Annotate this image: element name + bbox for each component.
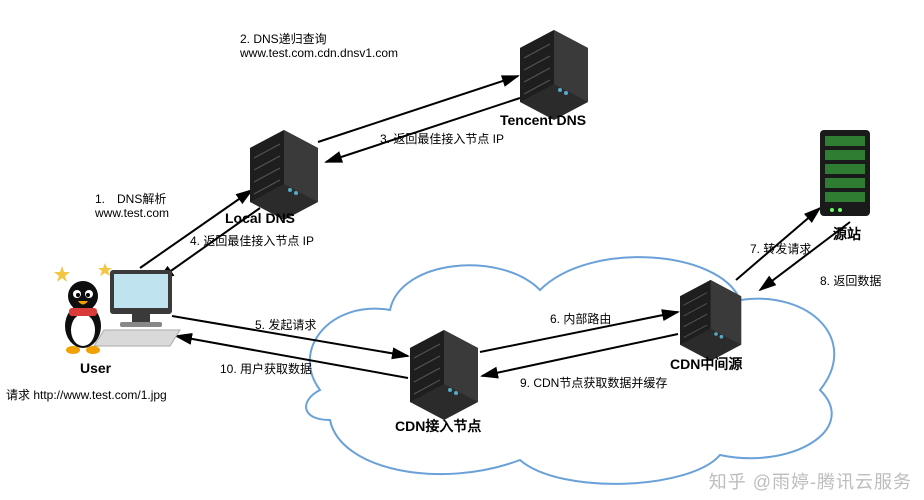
step-5: 5. 发起请求 <box>255 316 316 333</box>
tencent-dns-icon <box>520 30 588 120</box>
watermark: 知乎 @雨婷-腾讯云服务 <box>709 468 912 494</box>
step-9: 9. CDN节点获取数据并缓存 <box>520 374 667 391</box>
user-label: User <box>80 360 111 376</box>
step-4: 4. 返回最佳接入节点 IP <box>190 232 314 249</box>
cdn-cloud <box>306 257 834 484</box>
tencent-dns-label: Tencent DNS <box>500 112 586 128</box>
local-dns-label: Local DNS <box>225 210 295 226</box>
step-2a: 2. DNS递归查询 <box>240 30 327 47</box>
step-3: 3. 返回最佳接入节点 IP <box>380 130 504 147</box>
origin-icon <box>820 130 870 216</box>
local-dns-icon <box>250 130 318 220</box>
step-8: 8. 返回数据 <box>820 272 881 289</box>
diagram-stage: User Local DNS Tencent DNS CDN接入节点 CDN中间… <box>0 0 924 500</box>
cdn-edge-label: CDN接入节点 <box>395 416 481 436</box>
origin-label: 源站 <box>833 224 861 244</box>
cdn-edge-icon <box>410 330 478 420</box>
cdn-mid-label: CDN中间源 <box>670 354 742 374</box>
step-1b: www.test.com <box>95 206 169 220</box>
step-1a: 1. DNS解析 <box>95 190 166 207</box>
step-2b: www.test.com.cdn.dnsv1.com <box>240 46 398 60</box>
user-icon <box>54 263 180 354</box>
step-7: 7. 转发请求 <box>750 240 811 257</box>
cdn-mid-icon <box>680 280 741 361</box>
request-url: 请求 http://www.test.com/1.jpg <box>6 386 167 403</box>
step-10: 10. 用户获取数据 <box>220 360 312 377</box>
step-6: 6. 内部路由 <box>550 310 611 327</box>
